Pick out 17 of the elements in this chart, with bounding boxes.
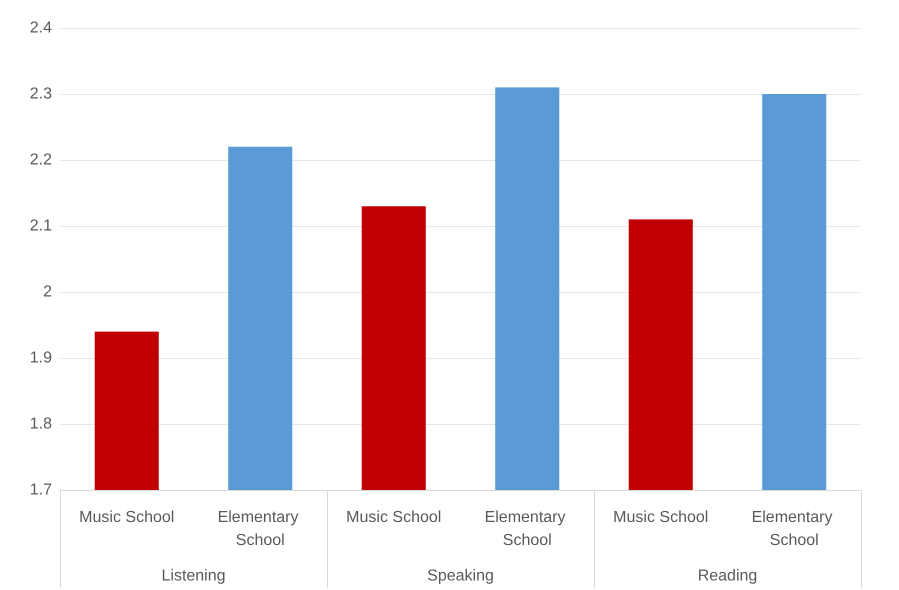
text: Speaking	[427, 568, 494, 584]
x-tick-label: Music School	[613, 509, 708, 526]
text: Reading	[698, 568, 758, 584]
y-tick-label: 2.1	[30, 218, 52, 234]
y-tick-label: 2	[43, 284, 52, 300]
x-tick-label: Music School	[346, 509, 442, 526]
x-tick-label: Elementary School	[484, 509, 570, 549]
x-tick-label: Elementary School	[752, 509, 837, 549]
y-tick-label: 2.3	[30, 86, 52, 102]
y-tick-label: 1.7	[30, 482, 52, 498]
y-tick-label: 1.8	[30, 416, 52, 432]
y-tick-label: 2.2	[30, 152, 52, 168]
x-tick-label: Music School	[79, 509, 174, 526]
y-tick-label: 1.9	[30, 350, 52, 366]
x-tick-label: Elementary School	[218, 509, 303, 549]
text: Listening	[161, 568, 226, 584]
y-tick-label: 2.4	[30, 20, 52, 36]
